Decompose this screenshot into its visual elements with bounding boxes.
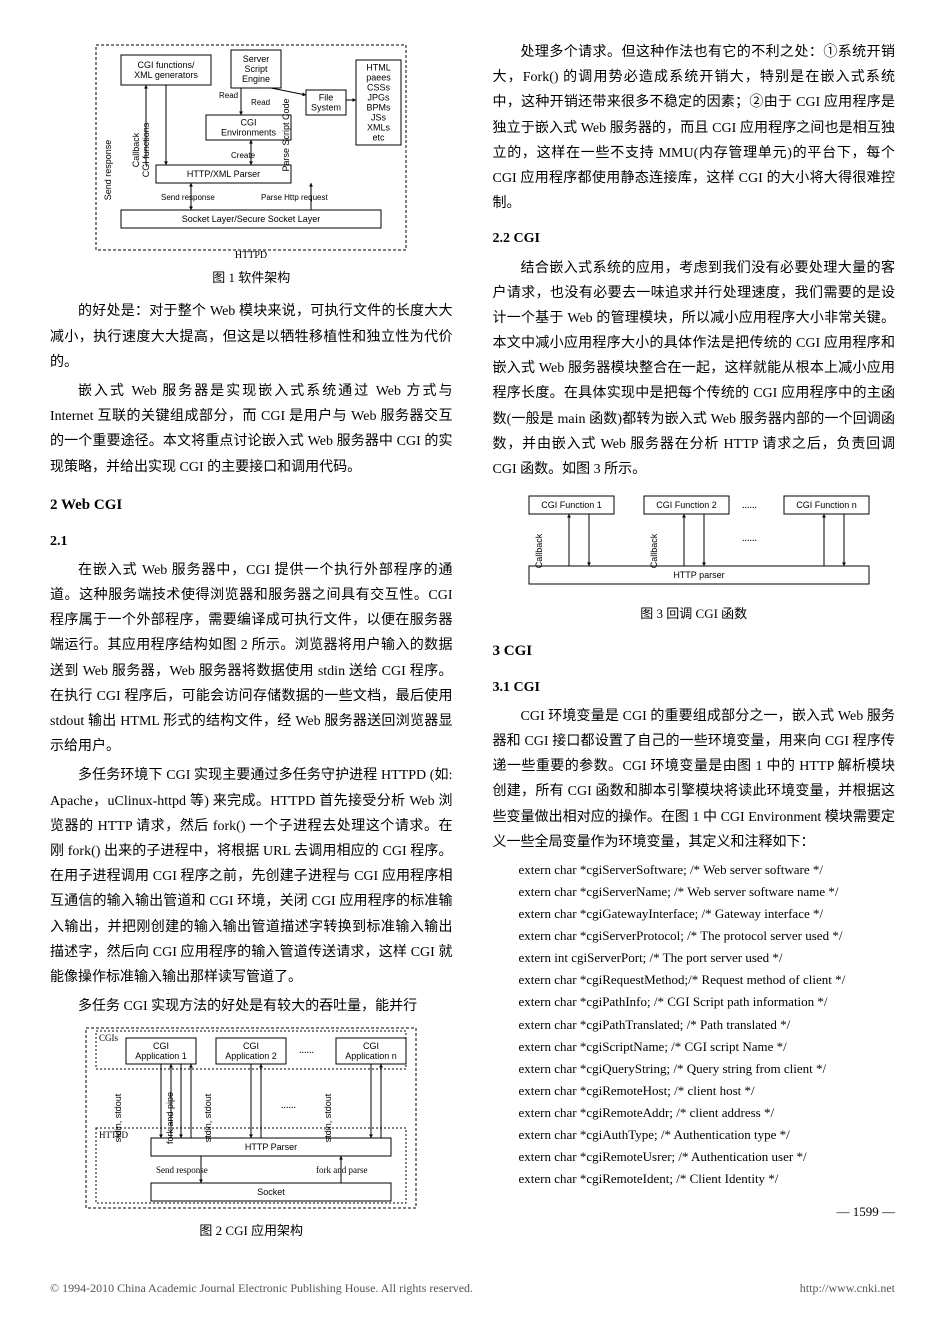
figure-1: HTTPDCGI functions/XML generatorsServerS… <box>91 40 411 260</box>
code-line: extern char *cgiScriptName; /* CGI scrip… <box>519 1036 896 1058</box>
svg-text:BPMs: BPMs <box>367 103 392 113</box>
svg-text:HTTP parser: HTTP parser <box>673 570 724 580</box>
svg-text:Socket: Socket <box>257 1187 285 1197</box>
svg-text:HTML: HTML <box>367 63 392 73</box>
svg-text:HTTPD: HTTPD <box>235 250 267 260</box>
figure-1-caption: 图 1 软件架构 <box>50 266 453 289</box>
svg-text:Application 2: Application 2 <box>225 1051 277 1061</box>
svg-text:CGIs: CGIs <box>99 1033 118 1043</box>
sec2-1-p2: 多任务环境下 CGI 实现主要通过多任务守护进程 HTTPD (如: Apach… <box>50 763 453 990</box>
svg-text:Parse Http request: Parse Http request <box>261 193 328 202</box>
code-line: extern char *cgiRemoteUsrer; /* Authenti… <box>519 1146 896 1168</box>
svg-text:HTTP/XML Parser: HTTP/XML Parser <box>187 169 260 179</box>
code-line: extern char *cgiRemoteHost; /* client ho… <box>519 1080 896 1102</box>
svg-text:Read: Read <box>219 91 238 100</box>
svg-text:CGI: CGI <box>243 1041 259 1051</box>
sec2-1-p1: 在嵌入式 Web 服务器中，CGI 提供一个执行外部程序的通道。这种服务端技术使… <box>50 558 453 760</box>
svg-text:JPGs: JPGs <box>368 93 391 103</box>
svg-text:XMLs: XMLs <box>367 123 391 133</box>
code-line: extern char *cgiRequestMethod;/* Request… <box>519 969 896 991</box>
svg-text:Read: Read <box>251 98 270 107</box>
svg-text:......: ...... <box>742 500 757 511</box>
svg-text:CGI functions: CGI functions <box>141 122 151 177</box>
svg-text:......: ...... <box>742 533 757 544</box>
svg-text:CGI Function 2: CGI Function 2 <box>656 500 717 510</box>
sec3-1-p1: CGI 环境变量是 CGI 的重要组成部分之一，嵌入式 Web 服务器和 CGI… <box>493 704 896 855</box>
section-2-head: 2 Web CGI <box>50 492 453 519</box>
para-after-fig1-b: 嵌入式 Web 服务器是实现嵌入式系统通过 Web 方式与 Internet 互… <box>50 379 453 480</box>
svg-text:Socket Layer/Secure Socket Lay: Socket Layer/Secure Socket Layer <box>182 214 321 224</box>
code-line: extern char *cgiServerProtocol; /* The p… <box>519 925 896 947</box>
svg-text:Create: Create <box>231 151 256 160</box>
figure-3: CGI Function 1 CGI Function 2 CGI Function… <box>514 486 874 596</box>
svg-text:stdin, stdout: stdin, stdout <box>203 1094 213 1143</box>
svg-text:JSs: JSs <box>371 113 387 123</box>
code-line: extern char *cgiAuthType; /* Authenticat… <box>519 1124 896 1146</box>
code-line: extern char *cgiPathInfo; /* CGI Script … <box>519 991 896 1013</box>
footer: © 1994-2010 China Academic Journal Elect… <box>50 1278 895 1300</box>
svg-text:Callback: Callback <box>131 132 141 167</box>
code-line: extern char *cgiServerSoftware; /* Web s… <box>519 859 896 881</box>
code-line: extern char *cgiRemoteIdent; /* Client I… <box>519 1168 896 1190</box>
svg-text:Application 1: Application 1 <box>135 1051 187 1061</box>
svg-text:File: File <box>319 93 334 103</box>
svg-text:CGI Function n: CGI Function n <box>796 500 857 510</box>
right-column: 处理多个请求。但这种作法也有它的不利之处：①系统开销大，Fork() 的调用势必… <box>493 40 896 1253</box>
svg-text:......: ...... <box>299 1045 314 1056</box>
svg-text:CGI functions/: CGI functions/ <box>138 60 196 70</box>
svg-text:stdin, stdout: stdin, stdout <box>323 1094 333 1143</box>
code-line: extern char *cgiServerName; /* Web serve… <box>519 881 896 903</box>
svg-text:CSSs: CSSs <box>367 83 391 93</box>
svg-text:Send response: Send response <box>103 140 113 201</box>
code-block: extern char *cgiServerSoftware; /* Web s… <box>519 859 896 1190</box>
svg-text:paees: paees <box>366 73 391 83</box>
svg-text:CGI: CGI <box>241 118 257 128</box>
sec2-1-p3: 多任务 CGI 实现方法的好处是有较大的吞吐量，能并行 <box>50 994 453 1019</box>
code-line: extern char *cgiRemoteAddr; /* client ad… <box>519 1102 896 1124</box>
svg-text:etc: etc <box>373 133 386 143</box>
svg-text:stdin, stdout: stdin, stdout <box>113 1094 123 1143</box>
svg-text:Script: Script <box>245 64 269 74</box>
left-column: HTTPDCGI functions/XML generatorsServerS… <box>50 40 453 1253</box>
para-after-fig1-a: 的好处是：对于整个 Web 模块来说，可执行文件的长度大大减小，执行速度大大提高… <box>50 299 453 375</box>
svg-text:fork and parse: fork and parse <box>316 1165 367 1175</box>
svg-text:XML generators: XML generators <box>134 70 198 80</box>
svg-text:Server: Server <box>243 54 270 64</box>
svg-text:Callback: Callback <box>649 533 659 568</box>
sec2-2-p1: 结合嵌入式系统的应用，考虑到我们没有必要处理大量的客户请求，也没有必要去一味追求… <box>493 256 896 483</box>
page-number: — 1599 — <box>493 1200 896 1223</box>
svg-text:Send response: Send response <box>156 1165 208 1175</box>
col2-p1: 处理多个请求。但这种作法也有它的不利之处：①系统开销大，Fork() 的调用势必… <box>493 40 896 216</box>
svg-text:Send response: Send response <box>161 193 215 202</box>
svg-text:Parse Script Code: Parse Script Code <box>281 98 291 171</box>
code-line: extern char *cgiQueryString; /* Query st… <box>519 1058 896 1080</box>
page-columns: HTTPDCGI functions/XML generatorsServerS… <box>50 40 895 1253</box>
section-3-head: 3 CGI <box>493 638 896 665</box>
svg-text:......: ...... <box>281 1100 296 1111</box>
section-2-2-head: 2.2 CGI <box>493 226 896 251</box>
footer-right: http://www.cnki.net <box>800 1278 895 1300</box>
figure-3-caption: 图 3 回调 CGI 函数 <box>493 602 896 625</box>
code-line: extern char *cgiGatewayInterface; /* Gat… <box>519 903 896 925</box>
footer-left: © 1994-2010 China Academic Journal Elect… <box>50 1278 473 1300</box>
svg-text:Engine: Engine <box>242 74 270 84</box>
svg-text:Callback: Callback <box>534 533 544 568</box>
svg-text:CGI Function 1: CGI Function 1 <box>541 500 602 510</box>
svg-text:HTTP Parser: HTTP Parser <box>245 1142 297 1152</box>
svg-text:Application n: Application n <box>345 1051 397 1061</box>
svg-text:fork and pipe: fork and pipe <box>165 1092 175 1144</box>
code-line: extern char *cgiPathTranslated; /* Path … <box>519 1014 896 1036</box>
figure-2-caption: 图 2 CGI 应用架构 <box>50 1219 453 1242</box>
svg-text:System: System <box>311 103 341 113</box>
section-2-1-head: 2.1 <box>50 529 453 554</box>
svg-text:CGI: CGI <box>363 1041 379 1051</box>
section-3-1-head: 3.1 CGI <box>493 675 896 700</box>
code-line: extern int cgiServerPort; /* The port se… <box>519 947 896 969</box>
svg-text:CGI: CGI <box>153 1041 169 1051</box>
svg-text:Environments: Environments <box>221 128 277 138</box>
figure-2: CGIsCGIApplication 1CGIApplication 2CGIA… <box>81 1023 421 1213</box>
